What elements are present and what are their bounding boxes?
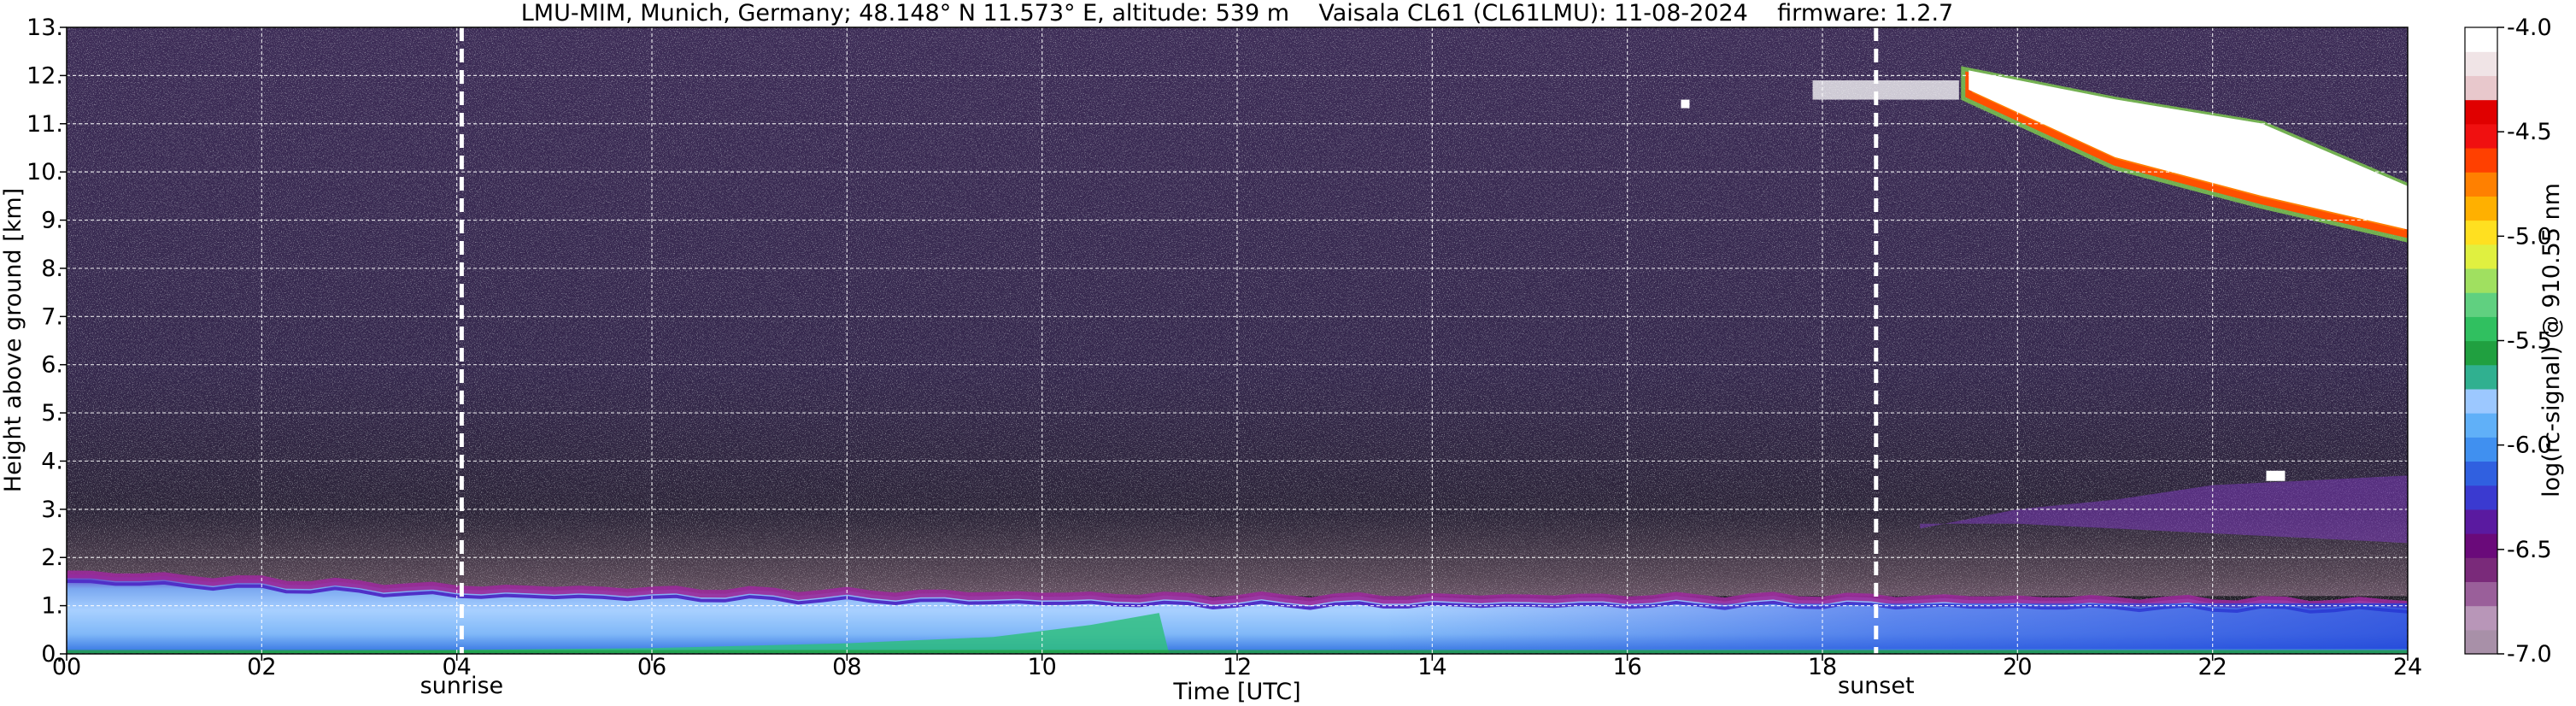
x-tick-label: 16 [1612,654,1641,680]
colorbar: -7.0 -6.5 -6.0 -5.5 -5.0 -4.5 -4.0 [2464,15,2552,668]
x-tick-label: 02 [247,654,276,680]
afternoon-blue-band [1383,603,2408,650]
y-tick-label: 4. [41,448,63,474]
x-tick-label: 18 [1808,654,1837,680]
sun-event-labels: sunrise sunset [420,673,1915,699]
cloud-fragment [1812,80,1959,100]
colorbar-label: log(rc-signal) @ 910.55 nm [2538,183,2565,497]
chart-title: LMU-MIM, Munich, Germany; 48.148° N 11.5… [521,0,1954,26]
sun-event-lines [459,27,1879,654]
colorbar-tick-label: -6.5 [2507,537,2552,563]
x-tick-label: 00 [52,654,81,680]
colorbar-segment [2465,533,2497,558]
y-tick-label: 5. [41,400,63,427]
cloud-fragment [1681,99,1690,109]
y-tick-label: 8. [41,256,63,282]
surface-green-layer [67,613,1170,653]
colorbar-segment [2465,413,2497,438]
y-tick-label: 3. [41,497,63,523]
y-tick-label: 2. [41,544,63,571]
colorbar-tick-label: -7.0 [2507,641,2552,668]
x-tick-label: 10 [1027,654,1056,680]
colorbar-segment [2465,75,2497,101]
y-tick-label: 7. [41,303,63,330]
colorbar-segment [2465,123,2497,149]
x-axis-ticks: 00 02 04 06 08 10 12 14 16 18 20 22 24 [52,654,2422,680]
x-tick-label: 22 [2198,654,2227,680]
colorbar-segment [2465,629,2497,655]
colorbar-segment [2465,316,2497,342]
colorbar-segment [2465,27,2497,52]
colorbar-segment [2465,244,2497,269]
x-tick-label: 14 [1417,654,1446,680]
x-tick-label: 08 [832,654,861,680]
colorbar-segment [2465,268,2497,293]
colorbar-tick-label: -4.0 [2507,15,2552,41]
y-tick-label: 10. [26,159,63,185]
x-tick-label: 20 [2003,654,2032,680]
colorbar-segment [2465,147,2497,173]
colorbar-tick-label: -5.5 [2507,328,2552,355]
cloud-fragment [2266,470,2286,481]
plot-area [67,27,2408,654]
colorbar-segment [2465,388,2497,414]
sunset-label: sunset [1838,673,1915,699]
y-tick-label: 0. [41,641,63,668]
x-tick-label: 12 [1223,654,1252,680]
colorbar-segment [2465,340,2497,366]
y-tick-label: 1. [41,593,63,620]
colorbar-tick-label: -4.5 [2507,119,2552,145]
colorbar-segment [2465,461,2497,486]
colorbar-segment [2465,196,2497,221]
y-tick-label: 11. [26,111,63,138]
colorbar-segment [2465,364,2497,390]
colorbar-segment [2465,557,2497,583]
y-tick-label: 9. [41,208,63,234]
colorbar-segment [2465,581,2497,607]
colorbar-segment [2465,485,2497,510]
colorbar-segment [2465,292,2497,317]
colorbar-segment [2465,437,2497,462]
colorbar-segment [2465,220,2497,245]
grid [67,27,2408,654]
y-tick-label: 13. [26,15,63,41]
colorbar-segment [2465,99,2497,125]
colorbar-segment [2465,172,2497,197]
x-axis-label: Time [UTC] [1172,679,1300,705]
y-tick-label: 6. [41,352,63,379]
x-tick-label: 06 [637,654,666,680]
y-tick-label: 12. [26,62,63,89]
x-tick-label: 04 [442,654,471,680]
colorbar-tick-label: -5.0 [2507,223,2552,250]
x-tick-label: 24 [2393,654,2422,680]
colorbar-segment [2465,509,2497,534]
colorbar-segment [2465,51,2497,76]
colorbar-tick-label: -6.0 [2507,432,2552,459]
y-axis-label: Height above ground [km] [0,188,26,492]
elevated-aerosol-layer [1920,475,2408,544]
sunrise-label: sunrise [420,673,504,699]
colorbar-segment [2465,605,2497,631]
y-axis-ticks: 0. 1. 2. 3. 4. 5. 6. 7. 8. 9. 10. 11. 12. 13. [26,15,67,668]
cirrus-cloud-core [1969,70,2408,230]
